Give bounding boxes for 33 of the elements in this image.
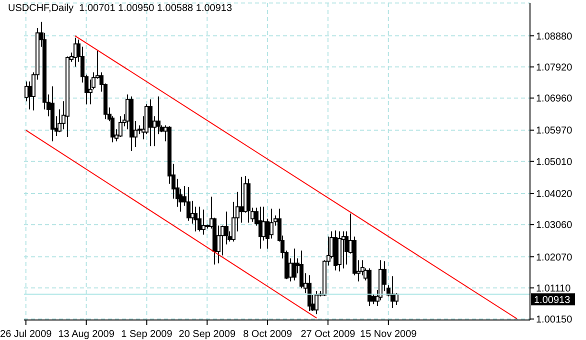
- candlestick: [270, 208, 274, 240]
- candlestick: [262, 206, 266, 242]
- candlestick: [314, 290, 318, 315]
- y-tick-label: 1.00150: [536, 314, 573, 326]
- y-tick-label: 1.04020: [536, 189, 573, 200]
- candlestick: [240, 176, 244, 224]
- ref-line-label: 1.00913: [534, 294, 571, 306]
- y-tick-label: 1.05010: [536, 156, 573, 168]
- candlestick: [156, 96, 160, 135]
- y-tick-label: 1.02070: [536, 252, 573, 264]
- x-tick-label: 26 Jul 2009: [0, 329, 52, 340]
- candlestick: [202, 209, 206, 236]
- x-tick-label: 20 Sep 2009: [178, 329, 236, 340]
- candlestick: [148, 98, 152, 147]
- y-tick-label: 1.06960: [536, 94, 573, 105]
- x-tick-label: 15 Nov 2009: [360, 329, 418, 340]
- y-tick-label: 1.07920: [536, 62, 573, 74]
- y-tick-label: 1.08880: [536, 31, 573, 42]
- candlestick: [186, 186, 190, 222]
- candlestick: [224, 211, 228, 245]
- y-tick-label: 1.01110: [536, 283, 572, 294]
- candlestick: [300, 250, 304, 289]
- chart-title: USDCHF,Daily 1.00701 1.00950 1.00588 1.00913: [8, 3, 232, 14]
- candlestick: [308, 274, 312, 312]
- x-tick-label: 13 Aug 2009: [58, 329, 115, 340]
- x-tick-label: 8 Oct 2009: [243, 329, 292, 340]
- y-tick-label: 1.05970: [536, 126, 573, 137]
- candlestick: [292, 248, 296, 281]
- x-tick-label: 27 Oct 2009: [300, 329, 356, 340]
- x-tick-label: 1 Sep 2009: [121, 329, 173, 340]
- candlestick: [198, 206, 202, 232]
- y-tick-label: 1.03060: [536, 220, 573, 232]
- candlestick: [118, 116, 122, 138]
